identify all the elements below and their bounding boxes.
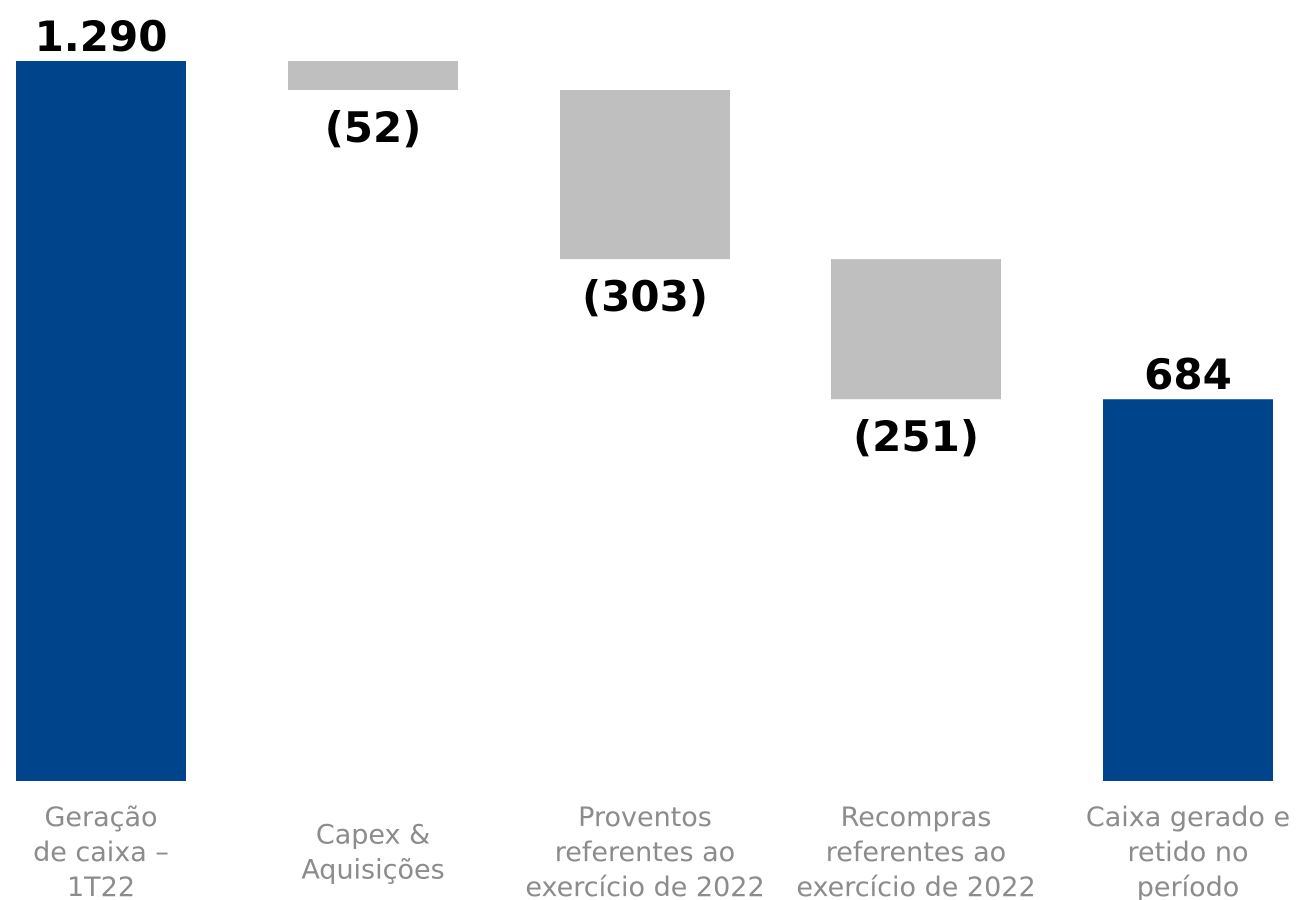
category-label-line: exercício de 2022 (525, 872, 764, 900)
category-label-line: Proventos (578, 802, 712, 833)
category-label-line: Aquisições (301, 855, 444, 886)
category-label-2: Capex & Aquisições (301, 820, 444, 886)
value-label-5: 684 (1144, 350, 1232, 399)
category-label-line: de caixa – (33, 837, 169, 868)
category-label-line: Capex & (316, 820, 430, 851)
category-label-line: 1T22 (67, 872, 135, 900)
category-label-line: Recompras (841, 802, 992, 833)
category-label-line: retido no (1127, 837, 1248, 868)
category-label-3: Proventos referentes ao exercício de 2022 (525, 802, 764, 900)
category-label-line: referentes ao (555, 837, 735, 868)
category-label-line: Caixa gerado e (1086, 802, 1290, 833)
category-label-4: Recompras referentes ao exercício de 2022 (796, 802, 1035, 900)
category-label-5: Caixa gerado e retido no período (1086, 802, 1290, 900)
bar-3 (560, 90, 730, 260)
bars-group (16, 61, 1273, 781)
bar-2 (288, 61, 458, 91)
category-label-line: período (1137, 872, 1240, 900)
category-label-line: referentes ao (826, 837, 1006, 868)
bar-4 (831, 259, 1001, 400)
value-label-1: 1.290 (35, 12, 168, 61)
value-labels-group: 1.290 (52) (303) (251) 684 (35, 12, 1232, 461)
value-label-4: (251) (853, 412, 979, 461)
category-label-line: exercício de 2022 (796, 872, 1035, 900)
value-label-2: (52) (325, 103, 422, 152)
category-labels-group: Geração de caixa – 1T22 Capex & Aquisições Pr… (33, 802, 1290, 900)
value-label-3: (303) (582, 272, 708, 321)
category-label-1: Geração de caixa – 1T22 (33, 802, 169, 900)
category-label-line: Geração (44, 802, 157, 833)
bar-5 (1103, 399, 1273, 781)
bar-1 (16, 61, 186, 781)
